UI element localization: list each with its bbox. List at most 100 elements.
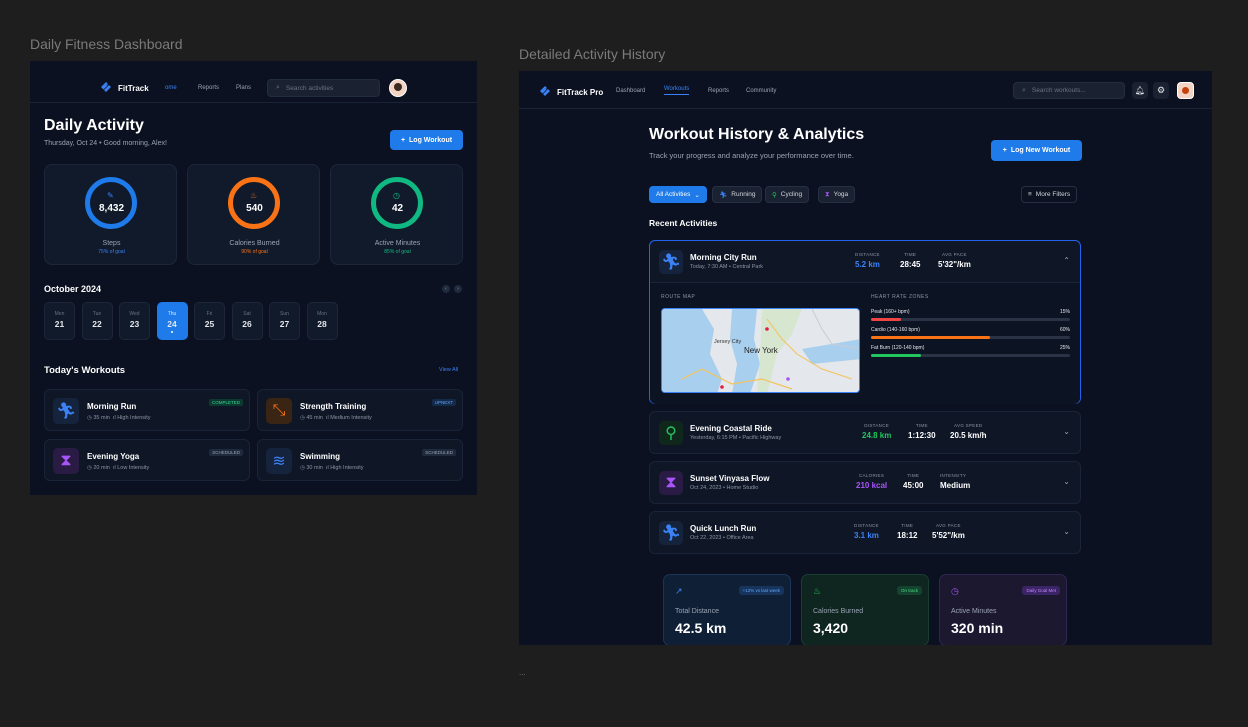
summary-badge: Daily Goal Met <box>1022 586 1060 595</box>
filter-running[interactable]: 🏃︎ Running <box>712 186 763 203</box>
status-badge: SCHEDULED <box>209 449 243 456</box>
calories-card[interactable]: ♨ 540 Calories Burned 90% of goal <box>187 164 320 265</box>
nav-link-dashboard[interactable]: Dashboard <box>616 88 646 94</box>
brand-logo[interactable]: FitTrack Pro <box>539 86 603 98</box>
filter-all-activities[interactable]: All Activities ⌄ <box>649 186 707 203</box>
day-name: Wed <box>129 311 140 317</box>
workout-card-evening-yoga[interactable]: ⧗ Evening Yoga ◷ 20 min ıl Low Intensity… <box>44 439 250 481</box>
activity-title: Morning City Run <box>690 253 757 262</box>
activity-card-morning-city-run[interactable]: 🏃︎ Morning City Run Today, 7:30 AM • Cen… <box>649 240 1081 404</box>
activity-card-evening-coastal-ride[interactable]: ⚲ Evening Coastal Ride Yesterday, 6:15 P… <box>649 411 1081 454</box>
day-name: Thu <box>167 311 177 317</box>
chevron-down-icon[interactable]: ⌄ <box>1063 527 1070 536</box>
stat-label: DISTANCE <box>854 523 879 528</box>
activity-title: Sunset Vinyasa Flow <box>690 474 770 483</box>
chevron-down-icon[interactable]: ⌄ <box>1063 427 1070 436</box>
nav-link-community[interactable]: Community <box>746 88 777 94</box>
workout-card-swimming[interactable]: ≋ Swimming ◷ 30 min ıl High Intensity SC… <box>257 439 463 481</box>
bell-icon[interactable]: 🔔︎ <box>1132 82 1148 99</box>
log-workout-button[interactable]: + Log Workout <box>390 130 463 150</box>
map-label-new-york: New York <box>744 346 778 355</box>
summary-title: Total Distance <box>675 608 719 615</box>
nav-link-reports[interactable]: Reports <box>708 88 730 94</box>
stat-value: 28:45 <box>900 260 921 269</box>
route-map[interactable]: Jersey City New York <box>661 308 860 393</box>
filter-label: All Activities <box>656 191 691 198</box>
zone-name: Peak (160+ bpm) <box>871 309 910 315</box>
avatar[interactable] <box>389 79 407 97</box>
active-minutes-card[interactable]: ◷ 42 Active Minutes 85% of goal <box>330 164 463 265</box>
timer-icon: ◷ <box>951 586 959 596</box>
gear-icon[interactable]: ⚙ <box>1153 82 1169 99</box>
summary-value: 320 min <box>951 620 1004 636</box>
stat-value: Medium <box>940 481 971 490</box>
log-new-workout-button[interactable]: + Log New Workout <box>991 140 1082 161</box>
calendar-day-24[interactable]: Thu 24 <box>156 302 188 340</box>
workout-card-strength[interactable]: ⤡ Strength Training ◷ 45 min ıl Medium I… <box>257 389 463 431</box>
log-new-workout-label: Log New Workout <box>1010 147 1071 154</box>
filter-cycling[interactable]: ⚲ Cycling <box>765 186 810 203</box>
calendar-day-22[interactable]: Tue 22 <box>81 302 113 340</box>
calendar-day-28[interactable]: Mon 28 <box>306 302 338 340</box>
chevron-down-icon[interactable]: ⌄ <box>1063 477 1070 486</box>
zone-name: Fat Burn (120-140 bpm) <box>871 345 925 351</box>
stat-time: TIME 1:12:30 <box>908 423 936 440</box>
summary-total-distance[interactable]: ↗ +12% vs last week Total Distance 42.5 … <box>663 574 791 645</box>
brand-logo[interactable]: FitTrack <box>100 82 149 94</box>
heart-rate-zones-label: HEART RATE ZONES <box>871 294 929 300</box>
nav-link-reports[interactable]: Reports <box>198 85 220 91</box>
nav-link-workouts[interactable]: Workouts <box>664 86 690 95</box>
stat-value: 210 kcal <box>856 481 888 490</box>
search-input[interactable]: ⌕ Search workouts... <box>1013 82 1125 99</box>
day-number: 23 <box>129 319 140 329</box>
summary-active-minutes[interactable]: ◷ Daily Goal Met Active Minutes 320 min <box>939 574 1067 645</box>
stat-avg-pace: AVG PACE 5'52"/km <box>932 523 965 540</box>
nav-link-home[interactable]: ome <box>165 85 177 91</box>
calendar-day-25[interactable]: Fri 25 <box>194 302 225 340</box>
activity-history-frame: FitTrack Pro Dashboard Workouts Reports … <box>519 71 1212 645</box>
chevron-right-icon[interactable]: › <box>454 285 462 293</box>
timer-icon: ◷ <box>393 191 400 200</box>
calories-ring <box>228 177 280 229</box>
summary-title: Calories Burned <box>813 608 864 615</box>
search-input[interactable]: ⌕ Search activities <box>267 79 380 97</box>
calendar-day-21[interactable]: Mon 21 <box>44 302 75 340</box>
view-all-link[interactable]: View All <box>439 367 459 373</box>
plus-icon: + <box>400 136 406 144</box>
stat-label: AVG PACE <box>942 252 967 257</box>
brand-name: FitTrack <box>118 83 149 93</box>
chevron-left-icon[interactable]: ‹ <box>442 285 450 293</box>
plus-icon: + <box>1002 147 1007 154</box>
daily-dashboard-frame: FitTrack ome Reports Plans ⌕ Search acti… <box>30 61 477 495</box>
stat-distance: DISTANCE 24.8 km <box>862 423 891 440</box>
calendar-day-27[interactable]: Sun 27 <box>269 302 300 340</box>
stat-label: TIME <box>915 423 928 428</box>
summary-calories[interactable]: ♨ On track Calories Burned 3,420 <box>801 574 929 645</box>
clock-icon: ◷ <box>300 465 305 471</box>
calendar-day-23[interactable]: Wed 23 <box>119 302 150 340</box>
zone-bar-fill <box>871 336 991 339</box>
zone-bar-fill <box>871 354 921 357</box>
chevron-up-icon[interactable]: ⌃ <box>1063 256 1070 265</box>
bars-icon: ıl <box>325 465 329 471</box>
more-filters-button[interactable]: ≡ More Filters <box>1021 186 1078 203</box>
avatar[interactable] <box>1177 82 1194 99</box>
steps-card[interactable]: ✎ 8,432 Steps 75% of goal <box>44 164 177 265</box>
yoga-icon: ⧗ <box>659 471 683 495</box>
stat-distance: DISTANCE 3.1 km <box>854 523 879 540</box>
activity-card-sunset-vinyasa[interactable]: ⧗ Sunset Vinyasa Flow Oct 24, 2023 • Hom… <box>649 461 1081 504</box>
activity-meta: Yesterday, 6:15 PM • Pacific Highway <box>690 435 782 441</box>
stat-label: DISTANCE <box>864 423 890 428</box>
workout-card-morning-run[interactable]: 🏃︎ Morning Run ◷ 35 min ıl High Intensit… <box>44 389 250 431</box>
dumbbell-logo-icon <box>101 82 111 92</box>
workout-title: Evening Yoga <box>87 452 140 461</box>
calendar-day-26[interactable]: Sat 26 <box>231 302 263 340</box>
workout-duration: 30 min <box>306 465 323 471</box>
filter-yoga[interactable]: ⧗ Yoga <box>818 186 856 203</box>
footprint-icon: ✎ <box>107 191 114 200</box>
workout-intensity: High Intensity <box>330 465 364 471</box>
nav-link-plans[interactable]: Plans <box>236 85 252 91</box>
activity-card-quick-lunch-run[interactable]: 🏃︎ Quick Lunch Run Oct 22, 2023 • Office… <box>649 511 1081 554</box>
steps-label: Steps <box>102 240 121 247</box>
calories-value: 540 <box>246 203 263 214</box>
